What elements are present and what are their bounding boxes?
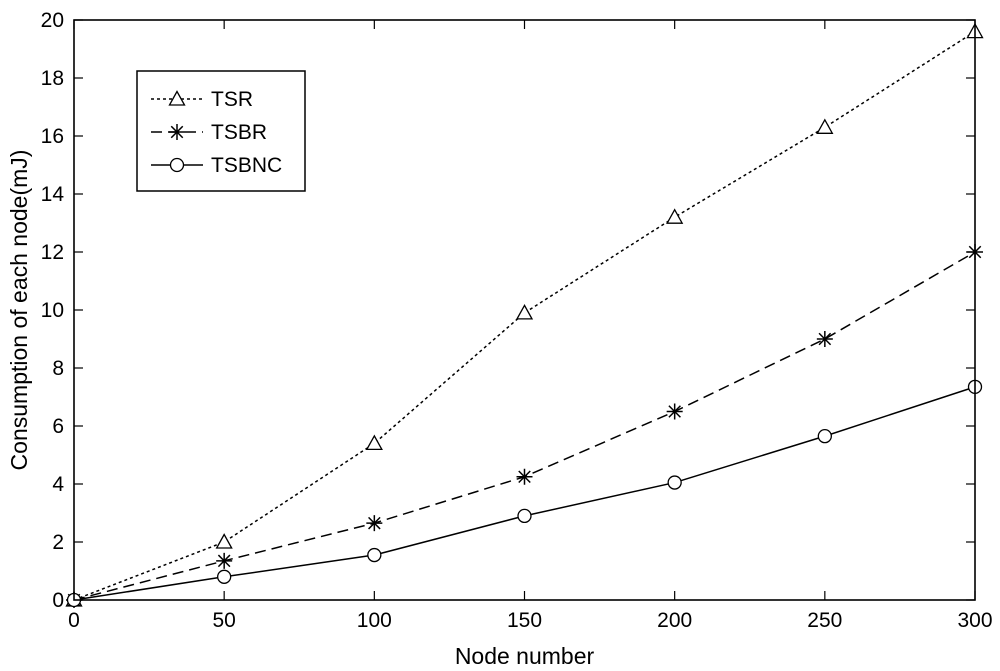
y-axis-title: Consumption of each node(mJ) (6, 150, 32, 471)
data-point-tsbnc (367, 547, 382, 563)
data-point-tsr (515, 304, 534, 320)
y-tick-label: 12 (41, 241, 64, 264)
y-tick-label: 8 (52, 357, 64, 380)
x-tick-label: 150 (507, 609, 542, 632)
series-line-tsbnc (73, 386, 976, 601)
legend-marker (168, 90, 186, 106)
y-tick-label: 14 (41, 183, 65, 206)
series-tsbnc (66, 379, 983, 608)
data-point-tsbnc (217, 569, 232, 584)
data-point-tsbr (666, 403, 683, 420)
y-tick-label: 4 (52, 473, 64, 496)
data-point-tsbr (216, 552, 233, 569)
x-axis-title: Node number (455, 643, 595, 669)
y-tick-label: 2 (52, 531, 64, 554)
legend-marker (169, 157, 185, 173)
legend-label: TSBR (211, 121, 267, 144)
y-tick-label: 0 (52, 589, 64, 612)
plot-frame (73, 19, 976, 601)
data-point-tsr (365, 434, 383, 451)
y-tick-label: 20 (41, 9, 64, 32)
data-point-tsbnc (817, 428, 832, 444)
data-point-tsbnc (517, 508, 532, 524)
legend-marker (169, 124, 185, 140)
legend: TSR TSBR TSBNC (136, 70, 306, 192)
data-point-tsr (215, 533, 233, 549)
data-point-tsbr (816, 331, 833, 347)
data-point-tsbnc (667, 475, 682, 490)
y-tick-label: 6 (52, 415, 64, 438)
x-tick-label: 250 (807, 609, 842, 632)
legend-box (136, 70, 306, 192)
x-tick-label: 200 (657, 609, 692, 632)
x-tick-label: 100 (357, 609, 392, 632)
legend-label: TSBNC (211, 154, 282, 177)
data-point-tsbr (516, 468, 533, 485)
legend-item-tsbnc: TSBNC (151, 154, 282, 177)
tick-layer: 0 50 100 150 200 250 300 0 2 4 6 8 10 12 14 16 18 20 (41, 9, 993, 632)
y-tick-label: 10 (41, 299, 64, 322)
series-tsbr (66, 244, 983, 608)
legend-item-tsr: TSR (151, 88, 253, 111)
x-tick-label: 50 (212, 609, 235, 632)
data-point-tsr (666, 208, 684, 224)
y-tick-label: 18 (41, 67, 64, 90)
x-tick-label: 0 (68, 609, 80, 632)
data-point-tsbr (366, 515, 383, 532)
y-tick-label: 16 (41, 125, 64, 148)
legend-item-tsbr: TSBR (151, 121, 267, 144)
data-point-tsr (816, 118, 834, 134)
legend-label: TSR (211, 88, 253, 111)
x-tick-label: 300 (957, 609, 992, 632)
